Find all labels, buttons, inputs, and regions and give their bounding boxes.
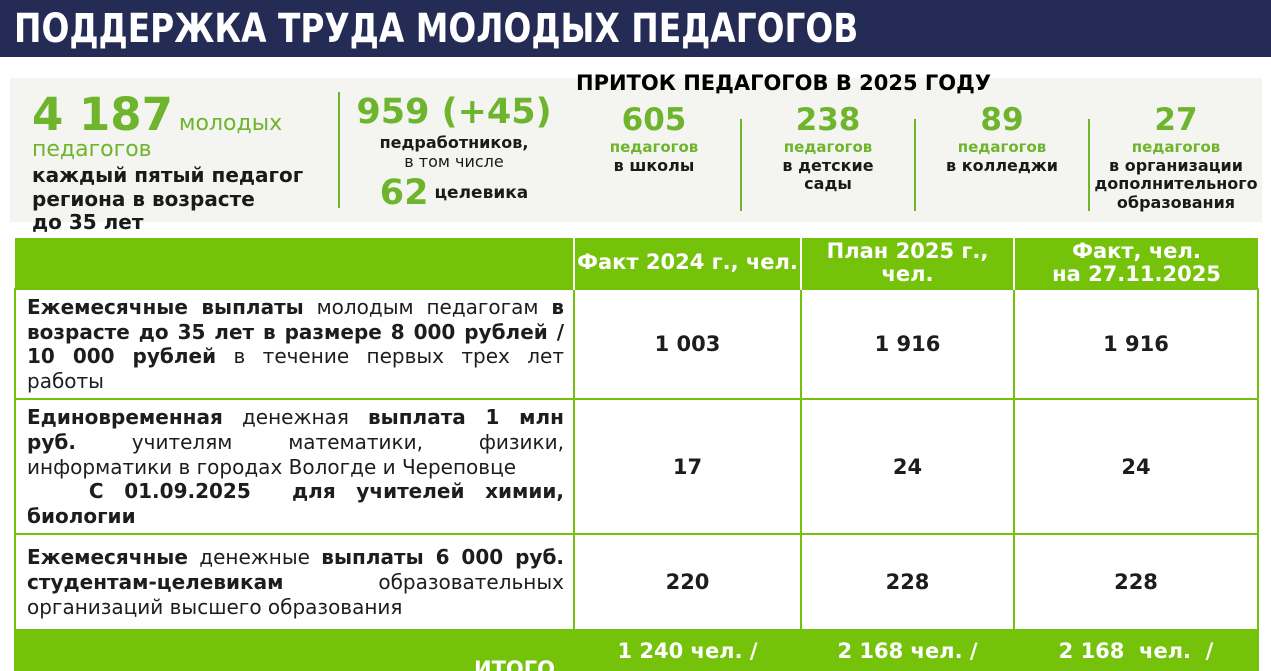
stats-panel: 4 187 молодых педагогов каждый пятый педа… — [10, 71, 1262, 234]
young-teachers-description: каждый пятый педагог региона в возрасте … — [32, 163, 304, 235]
hired-target-number: 62 — [379, 172, 429, 213]
table-totals-row: ИТОГО 1 240 чел. / 107,2 млн руб. 2 168 … — [14, 629, 1259, 671]
inflow-divider — [914, 119, 916, 211]
inflow-divider — [740, 119, 742, 211]
stat-young-teachers: 4 187 молодых педагогов каждый пятый педа… — [10, 78, 338, 234]
table-row: Ежемесячные выплаты молодым педагогам в … — [14, 287, 1259, 401]
inflow-destination: в колледжи — [946, 156, 1058, 175]
inflow-item-kindergartens: 238 педагогов в детские сады — [742, 105, 914, 222]
inflow-item-colleges: 89 педагогов в колледжи — [916, 105, 1088, 222]
stats-divider — [338, 92, 340, 208]
table-row: Единовременная денежная выплата 1 млн ру… — [14, 398, 1259, 536]
inflow-item-schools: 605 педагогов в школы — [568, 105, 740, 222]
hired-target-label: целевика — [434, 182, 529, 203]
table-row: Ежемесячные денежные выплаты 6 000 руб. … — [14, 533, 1259, 632]
inflow-value: 238 — [795, 102, 861, 138]
inflow-unit: педагогов — [609, 138, 699, 156]
row-value: 1 003 — [573, 287, 802, 401]
row-description: Единовременная денежная выплата 1 млн ру… — [14, 398, 575, 536]
inflow-value: 89 — [980, 102, 1024, 138]
payments-table: Факт 2024 г., чел. План 2025 г., чел. Фа… — [14, 238, 1259, 671]
inflow-destination: в детские сады — [782, 156, 874, 194]
inflow-value: 605 — [621, 102, 687, 138]
totals-people: 2 168 чел. / — [1058, 639, 1214, 664]
table-header-empty — [15, 238, 574, 289]
table-header-plan-2025: План 2025 г., чел. — [800, 238, 1014, 289]
totals-cell: 1 240 чел. / 107,2 млн руб. — [573, 629, 802, 671]
hired-label-bold: педработников, — [379, 132, 529, 152]
row-value: 24 — [1013, 398, 1259, 536]
inflow-unit: педагогов — [1131, 138, 1221, 156]
row-value: 220 — [573, 533, 802, 632]
row-value: 17 — [573, 398, 802, 536]
hired-target: 62 целевика — [340, 173, 568, 213]
totals-label: ИТОГО — [14, 629, 575, 671]
table-header-row: Факт 2024 г., чел. План 2025 г., чел. Фа… — [15, 238, 1258, 289]
inflow-divider — [1088, 119, 1090, 211]
row-value: 228 — [1013, 533, 1259, 632]
inflow-item-extra-education: 27 педагогов в организации дополнительно… — [1090, 105, 1262, 222]
page-title: ПОДДЕРЖКА ТРУДА МОЛОДЫХ ПЕДАГОГОВ — [14, 5, 859, 52]
row-value: 24 — [800, 398, 1015, 536]
totals-people: 2 168 чел. / — [837, 639, 978, 664]
inflow-destination: в организации дополнительного образовани… — [1094, 156, 1258, 212]
totals-people: 1 240 чел. / — [617, 639, 758, 664]
totals-cell: 2 168 чел. / 283,1 млн руб. — [800, 629, 1015, 671]
row-description: Ежемесячные выплаты молодым педагогам в … — [14, 287, 575, 401]
inflow-unit: педагогов — [783, 138, 873, 156]
table-header-fact-2024: Факт 2024 г., чел. — [573, 238, 801, 289]
stat-hired-teachers: 959 (+45) педработников, в том числе 62 ц… — [340, 78, 568, 222]
inflow-destination: в школы — [613, 156, 695, 175]
inflow-title: ПРИТОК ПЕДАГОГОВ В 2025 ГОДУ — [576, 71, 992, 95]
row-value: 228 — [800, 533, 1015, 632]
row-value: 1 916 — [800, 287, 1015, 401]
totals-cell: 2 168 чел. / 246,4 млн руб. — [1013, 629, 1259, 671]
inflow-value: 27 — [1154, 102, 1198, 138]
hired-number: 959 (+45) — [356, 92, 552, 132]
young-teachers-number: 4 187 — [32, 88, 173, 141]
page-header: ПОДДЕРЖКА ТРУДА МОЛОДЫХ ПЕДАГОГОВ — [0, 0, 1271, 57]
row-description: Ежемесячные денежные выплаты 6 000 руб. … — [14, 533, 575, 632]
inflow-section: ПРИТОК ПЕДАГОГОВ В 2025 ГОДУ 605 педагог… — [568, 71, 1262, 222]
inflow-unit: педагогов — [957, 138, 1047, 156]
inflow-columns: 605 педагогов в школы 238 педагогов в де… — [568, 95, 1262, 222]
hired-label-regular: в том числе — [404, 151, 504, 171]
row-value: 1 916 — [1013, 287, 1259, 401]
table-header-fact-current: Факт, чел. на 27.11.2025 — [1013, 238, 1258, 289]
young-teachers-number-label: молодых педагогов — [32, 111, 283, 162]
